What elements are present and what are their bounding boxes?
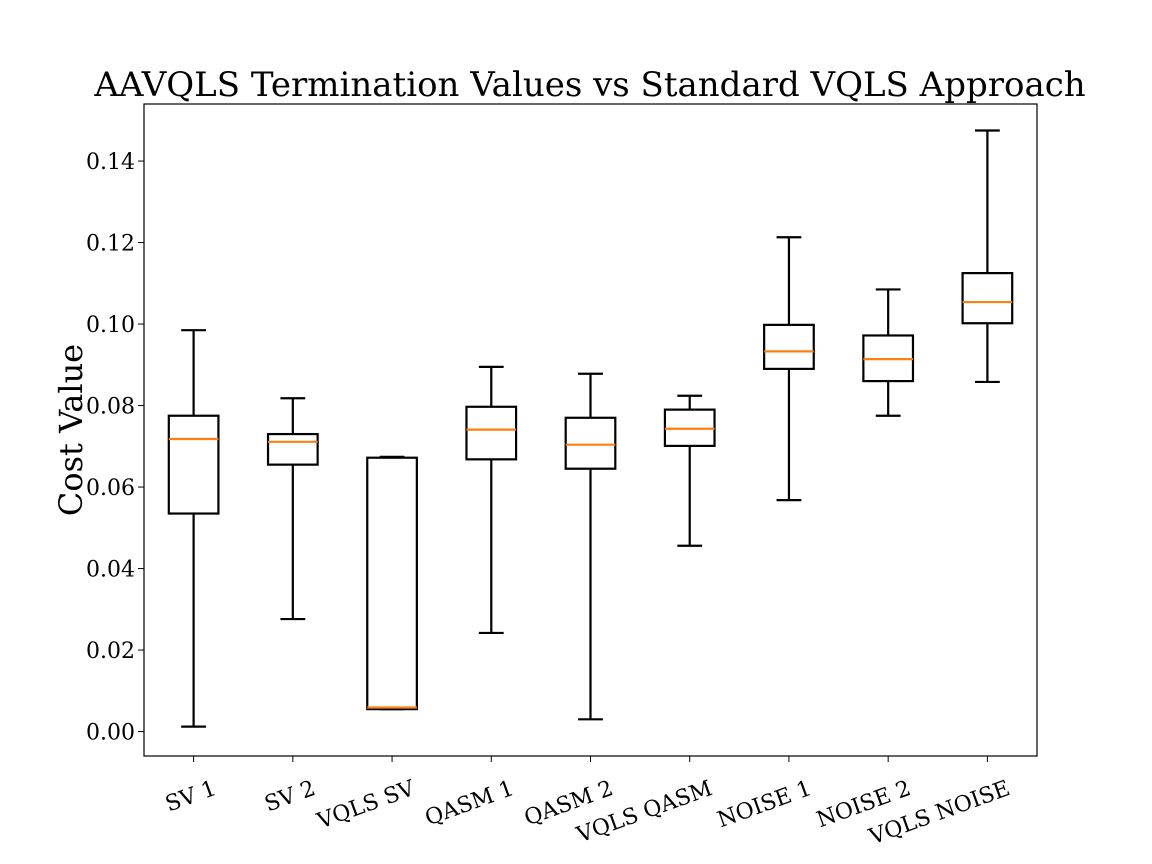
box-iqr [961,272,1014,325]
y-axis: 0.00 0.02 0.04 0.06 0.08 0.10 0.12 0.14 [86,150,144,746]
box-group [465,365,518,635]
y-tick-label: 0.04 [86,558,135,583]
y-tick-label: 0.12 [86,232,135,257]
x-tick-label: VQLS SV [313,776,419,835]
y-axis-label: Cost Value [52,344,90,516]
box-series [167,129,1014,728]
box-iqr [366,456,418,711]
box-group [663,394,716,547]
box-group [266,397,319,621]
x-tick-label: QASM 1 [422,776,517,831]
y-tick-label: 0.02 [86,639,135,664]
y-tick-label: 0.08 [86,395,135,420]
box-group [366,455,418,711]
box-group [564,372,617,721]
box-iqr [465,405,518,461]
box-iqr [266,432,319,466]
y-tick-label: 0.06 [86,476,135,501]
chart-title: AAVQLS Termination Values vs Standard VQ… [93,65,1085,105]
y-tick-label: 0.10 [86,313,135,338]
y-tick-label: 0.00 [86,721,135,746]
box-iqr [564,416,617,470]
x-tick-label: SV 2 [262,776,319,817]
box-group [167,329,220,728]
box-group [763,236,815,502]
box-iqr [167,414,220,515]
box-group [961,129,1014,384]
box-group [862,288,915,417]
x-tick-label: SV 1 [162,776,219,817]
x-tick-label: NOISE 1 [714,776,815,833]
box-iqr [763,323,815,370]
y-tick-label: 0.14 [86,150,135,175]
